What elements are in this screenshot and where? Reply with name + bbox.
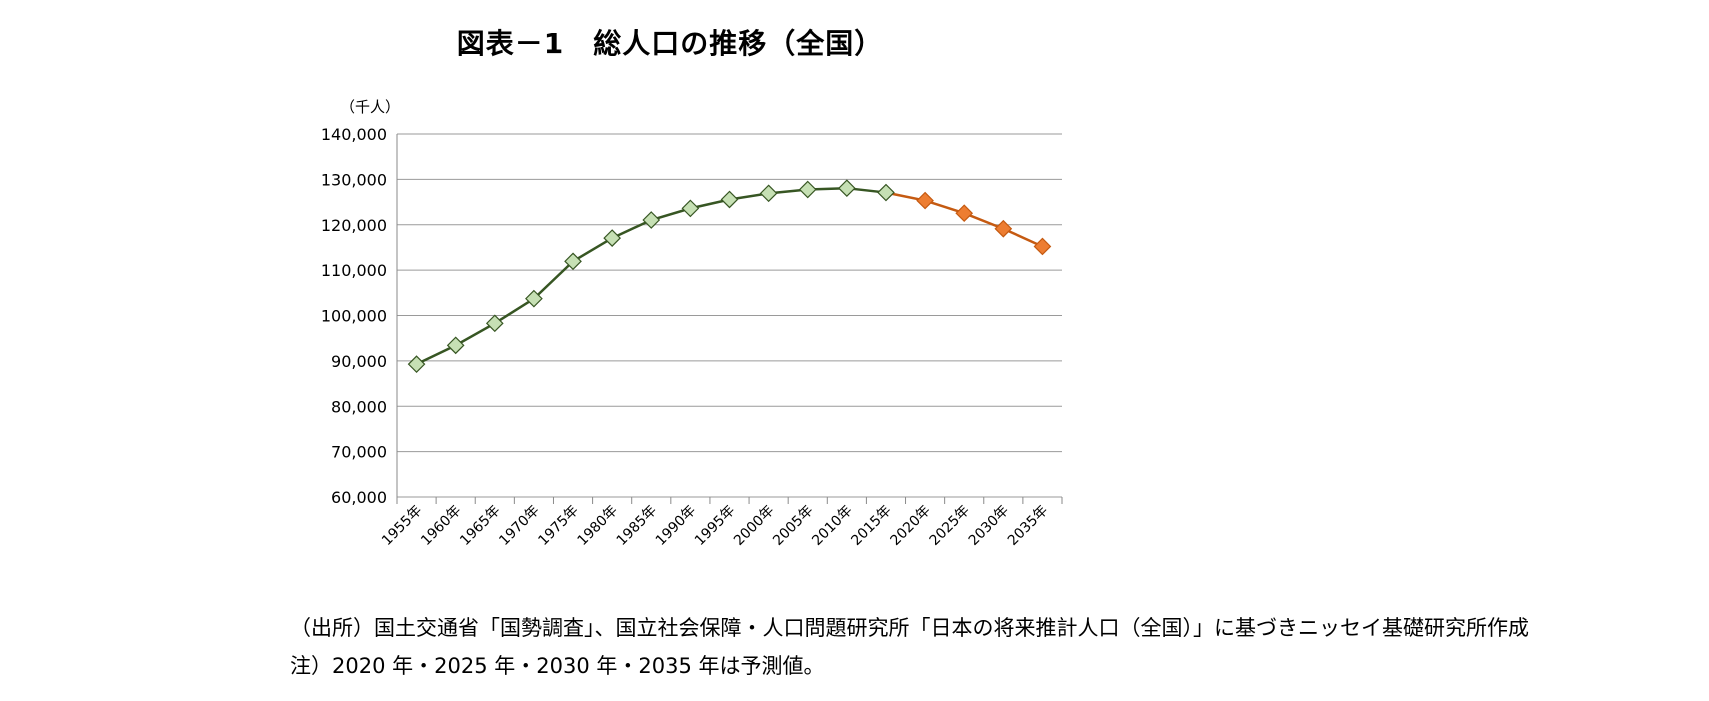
x-tick-label: 1990年 <box>653 503 699 549</box>
x-tick-label: 2000年 <box>731 503 777 549</box>
y-tick-labels: 60,000 70,000 80,000 90,000 100,000 110,000 12… <box>321 125 387 507</box>
x-tick-label: 1985年 <box>614 503 660 549</box>
line-chart: 60,000 70,000 80,000 90,000 100,000 110,000 12… <box>321 125 1063 549</box>
data-point-marker <box>446 336 465 355</box>
data-point-marker <box>838 179 856 198</box>
y-tick-label: 60,000 <box>331 488 387 507</box>
x-tick-label: 2025年 <box>927 503 973 549</box>
data-point-marker <box>1033 237 1052 256</box>
axes <box>396 134 1063 504</box>
x-tick-label: 2035年 <box>1005 503 1051 549</box>
chart-title: 図表－1 総人口の推移（全国） <box>456 27 884 60</box>
source-note: （出所）国土交通省「国勢調査」、国立社会保障・人口問題研究所「日本の将来推計人口… <box>290 616 1529 640</box>
x-tick-label: 1970年 <box>496 503 542 549</box>
x-tick-label: 2005年 <box>770 503 816 549</box>
x-tick-label: 1965年 <box>457 503 503 549</box>
gridlines <box>397 133 1062 498</box>
data-point-marker <box>720 190 739 209</box>
data-point-marker <box>525 289 543 308</box>
y-tick-label: 70,000 <box>331 443 387 462</box>
y-tick-label: 110,000 <box>321 261 387 280</box>
data-point-marker <box>485 314 504 333</box>
data-point-marker <box>877 183 895 202</box>
data-point-marker <box>798 180 817 199</box>
x-tick-label: 2010年 <box>809 503 855 549</box>
y-tick-label: 80,000 <box>331 397 387 416</box>
data-point-marker <box>759 184 778 203</box>
data-point-marker <box>564 252 582 271</box>
x-tick-label: 1975年 <box>535 503 581 549</box>
x-tick-label: 1960年 <box>418 503 464 549</box>
y-tick-label: 120,000 <box>321 216 387 235</box>
x-tick-label: 1980年 <box>575 503 621 549</box>
data-point-marker <box>916 191 934 210</box>
series-lines <box>416 186 1043 366</box>
x-tick-label: 1995年 <box>692 503 738 549</box>
x-tick-label: 2030年 <box>966 503 1012 549</box>
data-point-marker <box>994 219 1013 238</box>
y-axis-unit-label: （千人） <box>340 98 401 116</box>
x-tick-label: 2020年 <box>888 503 934 549</box>
forecast-note: 注）2020 年・2025 年・2030 年・2035 年は予測値。 <box>290 654 825 678</box>
series-markers <box>407 179 1052 374</box>
y-tick-label: 90,000 <box>331 352 387 371</box>
data-point-marker <box>681 199 700 218</box>
data-point-marker <box>603 229 621 247</box>
y-tick-label: 130,000 <box>321 170 387 189</box>
y-tick-label: 100,000 <box>321 307 387 326</box>
y-tick-label: 140,000 <box>321 125 387 144</box>
data-point-marker <box>407 355 426 374</box>
x-tick-label: 1955年 <box>379 503 425 549</box>
data-point-marker <box>642 211 661 229</box>
data-point-marker <box>955 204 974 223</box>
x-tick-labels: 1955年1960年1965年1970年1975年1980年1985年1990年… <box>379 503 1051 549</box>
x-tick-label: 2015年 <box>848 503 894 549</box>
